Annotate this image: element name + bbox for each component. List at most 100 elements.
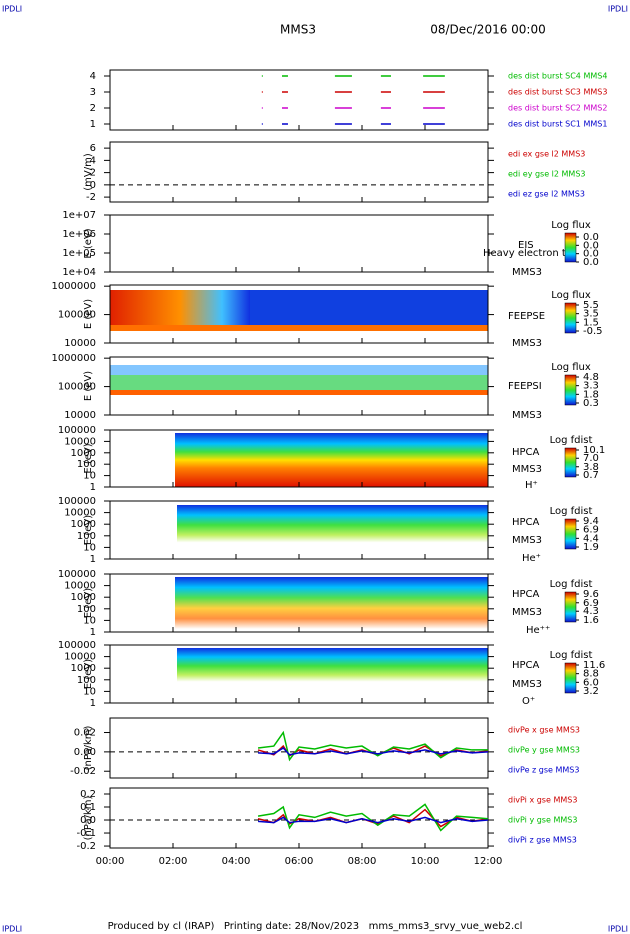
colorbar [564,232,577,263]
y-tick-label: 0.2 [80,789,96,800]
spectrum [175,433,488,487]
x-tick-label: 06:00 [285,856,314,867]
colorbar-title: Log flux [551,362,591,373]
colorbar-tick-label: 6.0 [583,677,599,688]
y-tick-label: 10000 [64,508,96,519]
corner-label: IPDLI [2,925,22,934]
y-tick-label: 1 [90,482,96,493]
colorbar-tick-label: 9.6 [583,589,599,600]
y-tick-label: 0.0 [80,815,96,826]
y-tick-label: 100000 [58,496,96,507]
colorbar-tick-label: 10.1 [583,445,605,456]
panel-label: MMS3 [512,338,542,349]
y-tick-label: 10 [83,542,96,553]
y-tick-label: 2 [90,103,96,114]
panel-label: MMS3 [512,607,542,618]
colorbar-tick-label: 5.5 [583,300,599,311]
footer: Produced by cl (IRAP) Printing date: 28/… [108,921,523,932]
date: 08/Dec/2016 00:00 [430,23,546,37]
y-axis-label: (nPa/km) [83,796,94,841]
y-tick-label: -0.1 [76,828,96,839]
y-tick-label: 4 [90,71,96,82]
y-axis-label: (nPa/km) [83,726,94,771]
colorbar-tick-label: 3.5 [583,309,599,320]
panel-label: He⁺⁺ [526,625,550,636]
colorbar [564,662,577,694]
y-tick-label: 3 [90,87,96,98]
y-axis-label: E (eV) [83,588,94,618]
legend-entry: divPe y gse MMS3 [508,746,580,755]
panel-label: He⁺ [522,553,541,564]
y-tick-label: 1 [90,698,96,709]
y-axis-label: (mV/m) [83,153,94,191]
panel-frame [109,69,489,131]
y-tick-label: 1000000 [51,353,96,364]
colorbar-title: Log fdist [550,579,593,590]
y-tick-label: 1 [90,554,96,565]
legend-entry: des dist burst SC2 MMS2 [508,104,607,113]
colorbar-tick-label: 0.0 [583,249,599,260]
colorbar-tick-label: 4.3 [583,606,599,617]
panel-label: HPCA [512,589,540,600]
y-tick-label: 10000 [64,410,96,421]
y-tick-label: 10 [83,686,96,697]
panel-frame [109,214,489,273]
colorbar-tick-label: 9.4 [583,516,599,527]
spectrum [110,390,488,395]
colorbar-title: Log fdist [550,506,593,517]
panel: (mV/m)-202 46 edi ex gse l2 MMS3 edi ey gse… [83,141,586,203]
y-tick-label: 100 [77,459,96,470]
y-tick-label: 0 [90,180,96,191]
series-line [257,730,488,762]
title: MMS3 [280,23,316,37]
series-line [257,803,489,832]
y-axis-label: E (eV) [83,228,94,258]
panel-frame [109,141,489,203]
panel-label: FEEPSI [508,381,542,392]
colorbar [564,591,577,623]
legend-entry: des dist burst SC3 MMS3 [508,88,607,97]
y-tick-label: -0.2 [76,841,96,852]
colorbar-tick-label: 8.8 [583,669,599,680]
y-tick-label: 100000 [58,310,96,321]
legend-entry: divPi y gse MMS3 [508,816,577,825]
y-tick-label: 100000 [58,640,96,651]
y-axis-label: E (eV) [83,515,94,545]
legend-entry: edi ey gse l2 MMS3 [508,170,586,179]
corner-label: IPDLI [608,925,628,934]
panel: (nPa/km)-0.02 0.00 0.02 divPe x gse MMS3 div… [70,717,580,779]
colorbar-tick-label: 3.2 [583,686,599,697]
legend-entry: divPi x gse MMS3 [508,796,577,805]
y-tick-label: 10000 [64,436,96,447]
colorbar [564,447,577,478]
spectrum [110,290,250,328]
y-tick-label: 1e+06 [62,229,96,240]
x-tick-label: 10:00 [411,856,440,867]
legend-entry: des dist burst SC1 MMS1 [508,120,607,129]
legend-entry: edi ez gse l2 MMS3 [508,190,585,199]
colorbar-tick-label: -0.5 [583,326,603,337]
y-tick-label: -2 [86,192,96,203]
colorbar-tick-label: 11.6 [583,660,605,671]
x-tick-label: 08:00 [348,856,377,867]
colorbar-tick-label: 7.0 [583,453,599,464]
panel-label: MMS3 [512,464,542,475]
y-tick-label: 1e+04 [62,267,96,278]
spectrum [175,577,488,629]
y-tick-label: 1e+07 [62,210,96,221]
legend-entry: divPe z gse MMS3 [508,766,579,775]
colorbar-title: Log flux [551,290,591,301]
series-line [258,747,489,756]
corner-label: IPDLI [2,5,22,14]
colorbar-tick-label: 6.9 [583,525,599,536]
y-tick-label: 100 [77,604,96,615]
colorbar-tick-label: 0.0 [583,257,599,268]
spectrum [177,505,488,555]
x-tick-label: 02:00 [159,856,188,867]
panel-label: MMS3 [512,535,542,546]
panel-label: MMS3 [512,679,542,690]
y-tick-label: 100000 [58,425,96,436]
